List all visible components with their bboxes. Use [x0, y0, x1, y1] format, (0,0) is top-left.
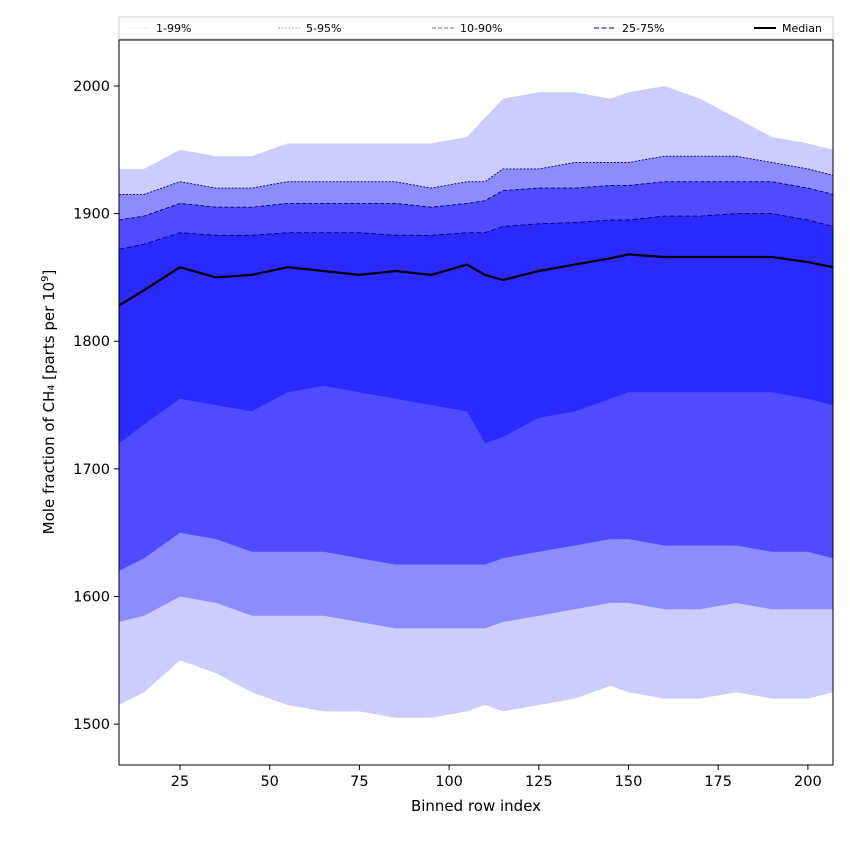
- x-tick-label: 50: [260, 774, 278, 790]
- x-axis-label: Binned row index: [411, 797, 541, 815]
- legend-label: 5-95%: [306, 22, 341, 35]
- y-tick-label: 1600: [73, 590, 110, 606]
- x-tick-label: 75: [350, 774, 368, 790]
- y-tick-label: 2000: [73, 79, 110, 95]
- y-tick-label: 1500: [73, 717, 110, 733]
- y-tick-label: 1800: [73, 334, 110, 350]
- y-axis-label: Mole fraction of CH₄ [parts per 109]: [40, 270, 58, 535]
- percentile-bands: [119, 86, 833, 718]
- band-25-75%: [119, 213, 833, 444]
- legend: 1-99% 5-95% 10-90% 25-75% Median: [118, 16, 834, 40]
- percentile-lines: [118, 155, 834, 250]
- x-tick-label: 150: [615, 774, 643, 790]
- y-axis-label-main: Mole fraction of CH₄ [parts per 10: [40, 282, 58, 534]
- legend-box: [118, 16, 834, 40]
- x-tick-label: 125: [525, 774, 553, 790]
- legend-label: 10-90%: [460, 22, 502, 35]
- y-axis: 1500 1600 1700 1800 1900 2000: [73, 79, 119, 733]
- x-tick-label: 100: [435, 774, 463, 790]
- x-tick-label: 175: [704, 774, 732, 790]
- legend-label: 1-99%: [156, 22, 191, 35]
- y-tick-label: 1700: [73, 462, 110, 478]
- legend-label: 25-75%: [622, 22, 664, 35]
- plot-frame: [118, 39, 834, 766]
- x-tick-label: 25: [171, 774, 189, 790]
- line-upper-5-95%: [119, 155, 834, 195]
- x-axis: 25 50 75 100 125 150 175 200: [171, 765, 822, 790]
- y-axis-label-superscript: 9: [40, 276, 51, 282]
- y-tick-label: 1900: [73, 207, 110, 223]
- line-upper-25-75%: [118, 213, 834, 250]
- x-tick-label: 200: [794, 774, 822, 790]
- line-upper-10-90%: [118, 181, 834, 221]
- median-line: [118, 253, 834, 307]
- legend-label: Median: [782, 22, 822, 35]
- y-axis-label-tail: ]: [40, 270, 58, 276]
